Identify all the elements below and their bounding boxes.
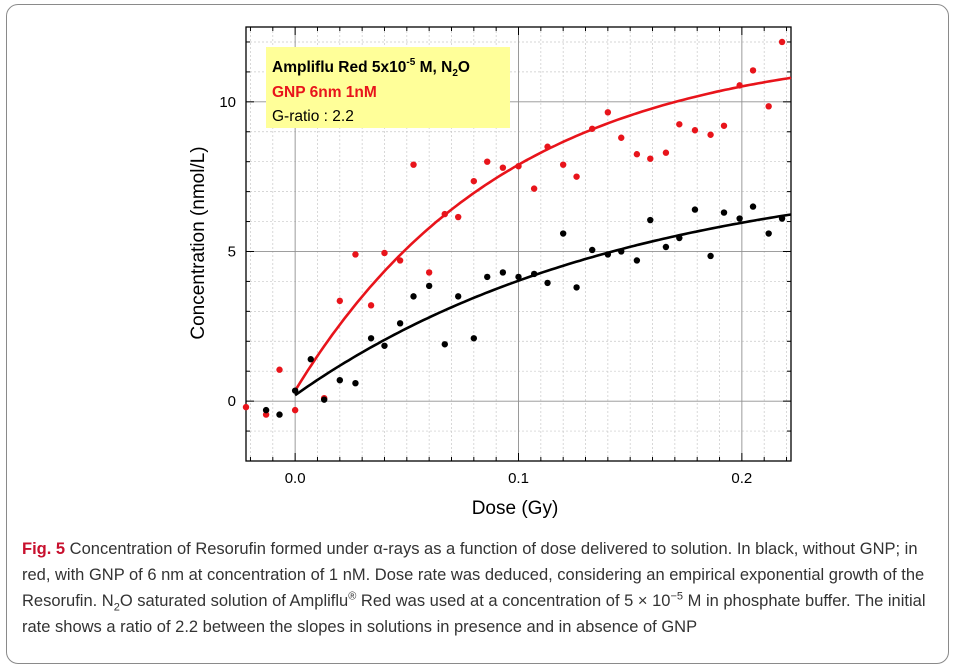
data-point-control [425, 282, 433, 290]
data-point-control [633, 257, 641, 264]
data-point-control [573, 284, 580, 291]
data-point-control [307, 356, 314, 363]
data-point-gnp [647, 155, 654, 162]
y-tick-label: 0 [228, 393, 236, 410]
data-point-control [515, 273, 522, 281]
data-point-control [367, 335, 375, 342]
data-points [242, 38, 786, 418]
data-point-control [691, 206, 699, 213]
data-point-control [778, 215, 786, 222]
data-point-control [618, 248, 625, 255]
chart: 0.0 0.1 0.2 0 5 10 Dose (Gy) Concentration (n… [188, 26, 792, 519]
data-point-gnp [441, 210, 448, 218]
x-tick-label: 0.1 [508, 470, 529, 487]
data-point-gnp [662, 149, 670, 156]
data-point-gnp [707, 131, 714, 138]
data-point-gnp [749, 67, 757, 74]
figure-frame [6, 4, 949, 664]
data-point-gnp [367, 302, 375, 309]
data-point-gnp [425, 269, 433, 276]
data-point-gnp [381, 249, 388, 257]
data-point-gnp [262, 411, 270, 418]
data-point-gnp [454, 213, 462, 221]
data-point-control [589, 246, 596, 254]
legend-box: Ampliflu Red 5x10-5 M, N2O GNP 6nm 1nM G… [266, 47, 510, 128]
data-point-gnp [484, 158, 491, 165]
fit-curve-gnp [293, 76, 792, 392]
fit-curves [293, 76, 792, 397]
data-point-gnp [530, 185, 538, 192]
fit-curve-control [294, 213, 792, 397]
x-tick-label: 0.0 [285, 470, 306, 487]
data-point-control [707, 252, 714, 260]
data-point-gnp [618, 134, 625, 141]
y-tick-label: 5 [228, 243, 236, 260]
data-point-control [720, 209, 728, 216]
y-axis-label: Concentration (nmol/L) [188, 146, 209, 339]
data-point-gnp [765, 103, 772, 110]
data-point-gnp [276, 366, 283, 373]
data-point-control [749, 203, 757, 210]
x-axis-label: Dose (Gy) [472, 498, 559, 519]
data-point-gnp [573, 173, 580, 180]
data-point-control [276, 411, 283, 418]
data-point-gnp [589, 125, 596, 132]
data-point-control [484, 273, 491, 281]
data-point-control [410, 293, 417, 300]
axis-ticks: 0.0 0.1 0.2 0 5 10 [219, 27, 791, 487]
data-point-gnp [676, 121, 683, 128]
data-point-control [559, 230, 567, 237]
data-point-gnp [604, 109, 612, 116]
data-point-gnp [410, 161, 417, 168]
legend-line-2: GNP 6nm 1nM [272, 84, 377, 101]
data-point-gnp [515, 162, 522, 170]
legend-background [266, 47, 510, 128]
x-tick-label: 0.2 [731, 470, 752, 487]
figure-caption: Fig. 5 Concentration of Resorufin formed… [22, 540, 926, 636]
y-tick-label: 10 [219, 94, 236, 111]
data-point-control [336, 376, 344, 384]
data-point-control [291, 387, 299, 394]
data-point-gnp [336, 297, 344, 305]
data-point-control [320, 396, 328, 403]
data-point-gnp [396, 257, 404, 264]
data-point-gnp [736, 82, 743, 89]
data-point-control [454, 293, 462, 300]
data-point-control [662, 243, 670, 251]
data-point-control [736, 215, 743, 222]
data-point-control [604, 251, 612, 258]
data-point-gnp [242, 403, 250, 411]
data-point-control [262, 406, 270, 414]
data-point-gnp [559, 161, 567, 168]
data-point-control [544, 279, 551, 287]
data-point-control [352, 379, 359, 387]
data-point-control [381, 342, 388, 349]
data-point-gnp [470, 177, 478, 185]
data-point-gnp [633, 151, 641, 158]
legend-line-3: G-ratio : 2.2 [272, 108, 354, 125]
data-point-control [530, 270, 538, 278]
data-point-gnp [499, 164, 507, 171]
data-point-control [441, 341, 448, 348]
data-point-gnp [691, 127, 699, 134]
data-point-control [765, 230, 772, 237]
data-point-gnp [720, 122, 728, 129]
data-point-gnp [544, 143, 551, 150]
data-point-gnp [291, 406, 299, 414]
data-point-gnp [778, 38, 786, 46]
caption-label: Fig. 5 [22, 540, 66, 558]
data-point-control [676, 234, 683, 242]
data-point-control [647, 216, 654, 224]
data-point-control [396, 320, 404, 327]
data-point-gnp [352, 251, 359, 258]
data-point-control [470, 335, 478, 342]
data-point-control [499, 269, 507, 276]
legend-line-1: Ampliflu Red 5x10-5 M, N2O [272, 57, 470, 79]
